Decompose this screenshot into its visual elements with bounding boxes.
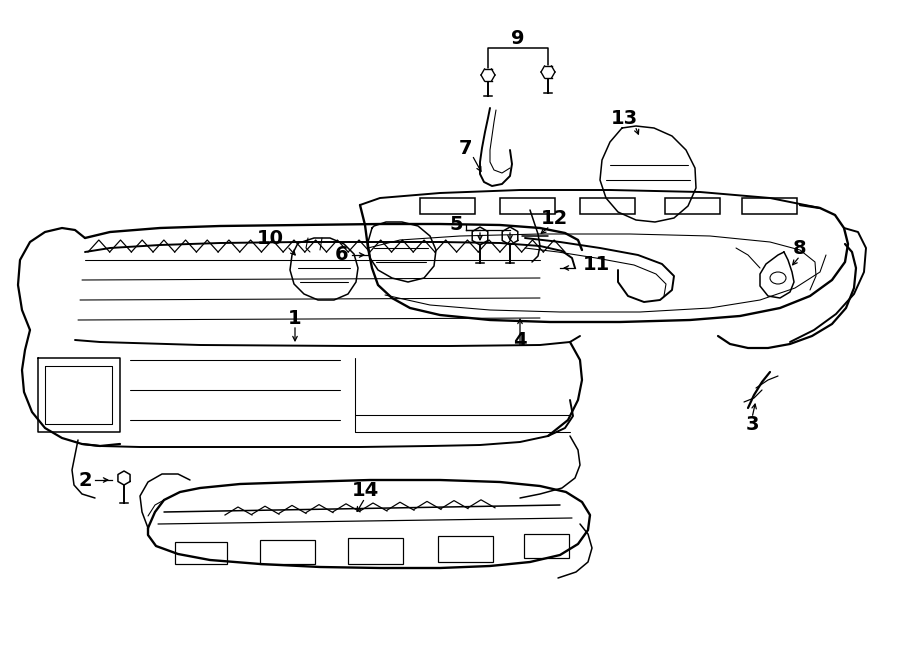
Text: 9: 9 — [511, 28, 525, 48]
Text: 13: 13 — [610, 108, 637, 128]
Text: 4: 4 — [513, 330, 526, 350]
Bar — [500, 198, 555, 214]
Text: 14: 14 — [351, 481, 379, 500]
Bar — [348, 538, 403, 564]
Text: 10: 10 — [256, 229, 284, 247]
Bar — [438, 536, 493, 562]
Bar — [580, 198, 635, 214]
Text: 12: 12 — [540, 208, 568, 227]
Bar — [175, 542, 227, 564]
Text: 7: 7 — [459, 139, 472, 157]
Text: 11: 11 — [582, 254, 609, 274]
Text: 1: 1 — [288, 309, 302, 327]
Bar — [260, 540, 315, 564]
Bar — [420, 198, 475, 214]
Bar — [742, 198, 797, 214]
Text: 6: 6 — [335, 245, 349, 264]
Text: 5: 5 — [449, 215, 463, 235]
Text: 8: 8 — [793, 239, 806, 258]
Bar — [524, 534, 569, 558]
Text: 3: 3 — [745, 414, 759, 434]
Bar — [665, 198, 720, 214]
Text: 2: 2 — [78, 471, 92, 490]
